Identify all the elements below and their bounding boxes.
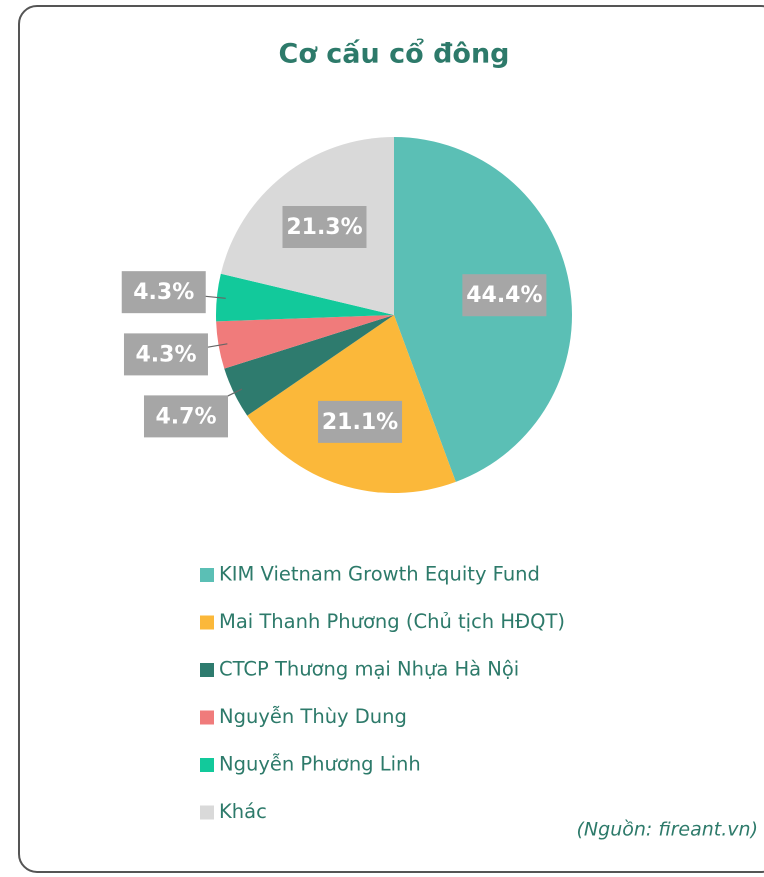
legend-label: Mai Thanh Phương (Chủ tịch HĐQT) <box>219 610 565 633</box>
legend-swatch <box>200 615 214 630</box>
source: (Nguồn: fireant.vn) <box>577 819 758 841</box>
label-box <box>143 395 228 438</box>
legend-swatch <box>200 663 214 677</box>
legend-swatch <box>200 710 214 725</box>
data-label: 4.3% <box>123 333 208 376</box>
legend-swatch <box>200 758 214 772</box>
legend-swatch <box>200 805 214 820</box>
label-text: 4.3% <box>135 342 196 367</box>
label-box <box>318 400 403 443</box>
pie-slice <box>216 273 394 322</box>
label-text: 21.1% <box>322 410 398 435</box>
label-box <box>462 274 547 317</box>
data-label: 44.4% <box>462 274 547 317</box>
label-text: 4.3% <box>133 280 194 305</box>
label-text: 21.3% <box>286 215 362 240</box>
pie-slice <box>216 315 394 369</box>
legend-swatch <box>200 568 214 582</box>
data-label: 4.3% <box>121 271 206 314</box>
legend-label: Nguyễn Phương Linh <box>219 753 421 776</box>
label-box <box>121 271 206 314</box>
legend-label: Nguyễn Thùy Dung <box>219 705 407 728</box>
label-box <box>123 333 208 376</box>
label-text: 4.7% <box>155 404 216 429</box>
label-box <box>282 205 367 248</box>
legend-label: CTCP Thương mại Nhựa Hà Nội <box>219 658 519 681</box>
chart-title: Cơ cấu cổ đông <box>279 37 510 70</box>
label-text: 44.4% <box>466 283 542 308</box>
legend-label: Khác <box>219 800 267 823</box>
legend-label: KIM Vietnam Growth Equity Fund <box>219 563 540 586</box>
data-label: 4.7% <box>143 395 228 438</box>
data-label: 21.3% <box>282 205 367 248</box>
data-label: 21.1% <box>318 400 403 443</box>
pie-slice <box>224 315 394 416</box>
